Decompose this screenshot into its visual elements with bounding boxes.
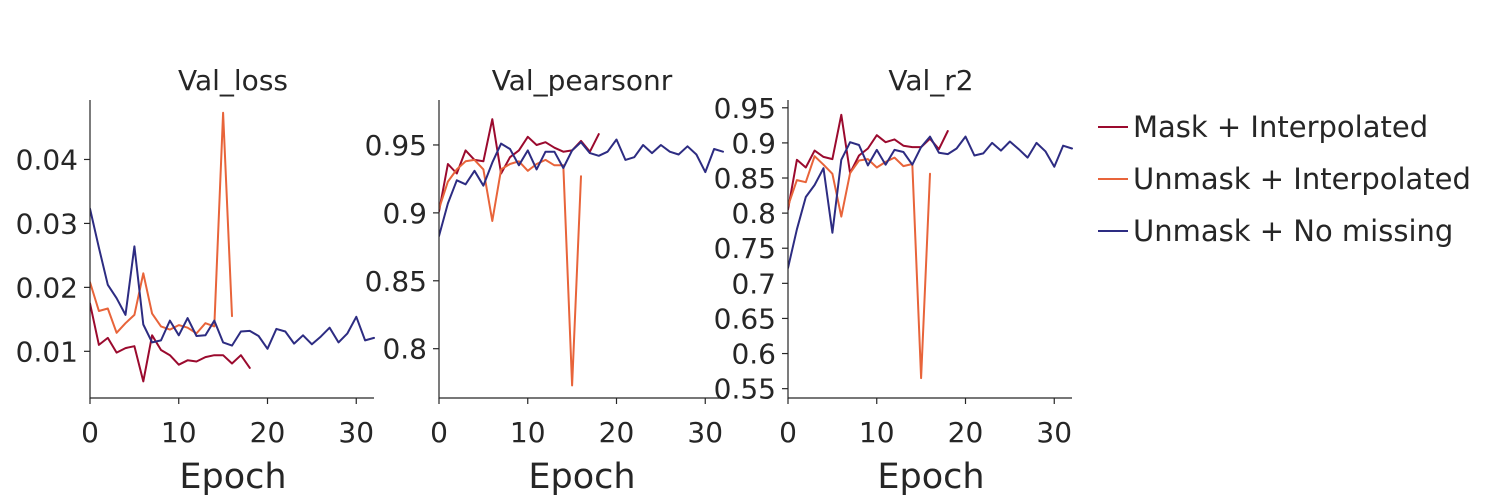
plot-val-r2: Val_r2 Epoch 0 10 20 300.550.60.650.70.750.…	[714, 64, 1073, 497]
x-tick-label: 30	[687, 416, 723, 449]
series-line	[90, 302, 251, 383]
x-tick-label: 10	[510, 416, 546, 449]
series-line	[788, 135, 1073, 269]
legend-label: Unmask + Interpolated	[1133, 162, 1471, 196]
x-tick-label: 20	[599, 416, 635, 449]
x-tick-label: 0	[779, 416, 797, 449]
series-group	[439, 118, 724, 387]
x-tick-label: 30	[338, 416, 374, 449]
y-tick-label: 0.8	[731, 197, 776, 230]
series-line	[788, 155, 931, 380]
series-line	[439, 138, 724, 237]
x-axis-label: Epoch	[528, 457, 635, 497]
y-tick-label: 0.7	[731, 267, 776, 300]
x-axis-label: Epoch	[179, 457, 286, 497]
panel-title: Val_loss	[178, 64, 288, 97]
panel-title: Val_pearsonr	[492, 64, 673, 97]
y-tick-label: 0.01	[16, 335, 78, 368]
y-tick-label: 0.75	[714, 232, 776, 265]
legend-label: Mask + Interpolated	[1133, 110, 1428, 144]
y-tick-label: 0.95	[365, 129, 427, 162]
x-tick-label: 20	[948, 416, 984, 449]
y-tick-label: 0.9	[382, 197, 427, 230]
x-tick-label: 30	[1036, 416, 1072, 449]
x-tick-label: 0	[430, 416, 448, 449]
panel-title: Val_r2	[888, 64, 973, 97]
series-line	[90, 111, 233, 335]
y-tick-label: 0.85	[365, 265, 427, 298]
y-tick-label: 0.8	[382, 333, 427, 366]
series-line	[90, 207, 375, 350]
y-tick-label: 0.6	[731, 338, 776, 371]
series-group	[788, 113, 1073, 380]
y-tick-label: 0.02	[16, 271, 78, 304]
x-tick-label: 0	[81, 416, 99, 449]
x-tick-label: 10	[859, 416, 895, 449]
x-axis-label: Epoch	[877, 457, 984, 497]
y-tick-label: 0.65	[714, 302, 776, 335]
x-tick-label: 20	[250, 416, 286, 449]
x-tick-label: 10	[161, 416, 197, 449]
y-tick-label: 0.04	[16, 143, 78, 176]
y-tick-label: 0.9	[731, 127, 776, 160]
y-tick-label: 0.55	[714, 373, 776, 406]
legend: Mask + Interpolated Unmask + Interpolate…	[1098, 110, 1471, 248]
y-tick-label: 0.85	[714, 162, 776, 195]
plot-val-loss: Val_loss Epoch 0 10 20 30 0.01 0.02 0.03 0.04	[16, 64, 375, 497]
plot-val-pearsonr: Val_pearsonr Epoch 0 10 20 30 0.8 0.85 0.9 0.95	[365, 64, 724, 497]
series-line	[439, 158, 582, 387]
series-group	[90, 111, 375, 383]
y-tick-label: 0.03	[16, 207, 78, 240]
y-tick-label: 0.95	[714, 92, 776, 125]
legend-label: Unmask + No missing	[1133, 214, 1453, 248]
